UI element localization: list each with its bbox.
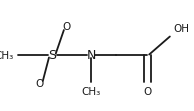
Text: O: O: [63, 22, 71, 32]
Text: N: N: [87, 49, 96, 62]
Text: OH: OH: [174, 24, 190, 34]
Text: S: S: [48, 49, 56, 62]
Text: O: O: [143, 87, 152, 97]
Text: CH₃: CH₃: [81, 87, 101, 97]
Text: O: O: [36, 79, 44, 89]
Text: CH₃: CH₃: [0, 51, 14, 60]
